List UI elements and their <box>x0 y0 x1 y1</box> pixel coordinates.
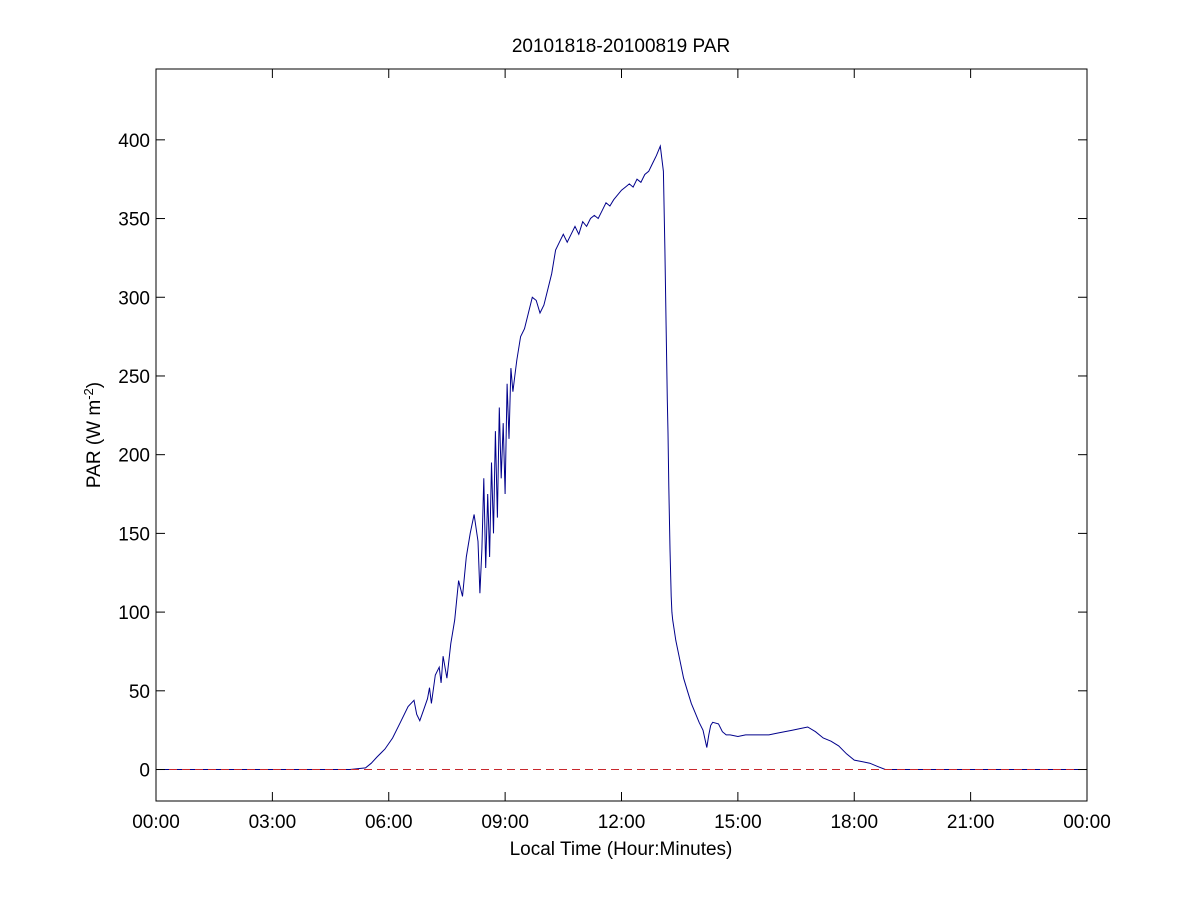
y-tick-label: 0 <box>139 761 150 782</box>
axis-ticks <box>155 69 1088 801</box>
chart-title: 20101818-20100819 PAR <box>512 36 730 57</box>
series-line-0 <box>156 144 1087 770</box>
x-tick-label: 06:00 <box>365 812 413 833</box>
plot-frame <box>155 68 1088 802</box>
axis-tick-labels: 00:00 03:00 06:00 09:00 12:00 15:00 18:00 21:00… <box>118 131 1110 833</box>
y-tick-label: 350 <box>118 210 150 231</box>
x-tick-label: 12:00 <box>598 812 646 833</box>
y-axis-label-superscript: -2 <box>81 388 96 400</box>
x-tick-label: 18:00 <box>830 812 878 833</box>
x-tick-label: 21:00 <box>947 812 995 833</box>
y-axis-label: PAR (W m-2) <box>81 382 106 488</box>
y-tick-label: 200 <box>118 446 150 467</box>
y-tick-label: 100 <box>118 603 150 624</box>
x-tick-label: 00:00 <box>132 812 180 833</box>
y-axis-label-end: ) <box>84 382 105 388</box>
x-tick-label: 03:00 <box>249 812 297 833</box>
x-tick-label: 00:00 <box>1063 812 1111 833</box>
plot-area <box>156 144 1087 770</box>
y-tick-label: 250 <box>118 367 150 388</box>
x-axis-label: Local Time (Hour:Minutes) <box>510 839 733 860</box>
x-tick-label: 15:00 <box>714 812 762 833</box>
y-axis-label-main: PAR (W m <box>84 400 105 488</box>
y-tick-label: 300 <box>118 288 150 309</box>
x-tick-label: 09:00 <box>481 812 529 833</box>
y-tick-label: 150 <box>118 524 150 545</box>
y-tick-label: 400 <box>118 131 150 152</box>
y-tick-label: 50 <box>129 682 150 703</box>
